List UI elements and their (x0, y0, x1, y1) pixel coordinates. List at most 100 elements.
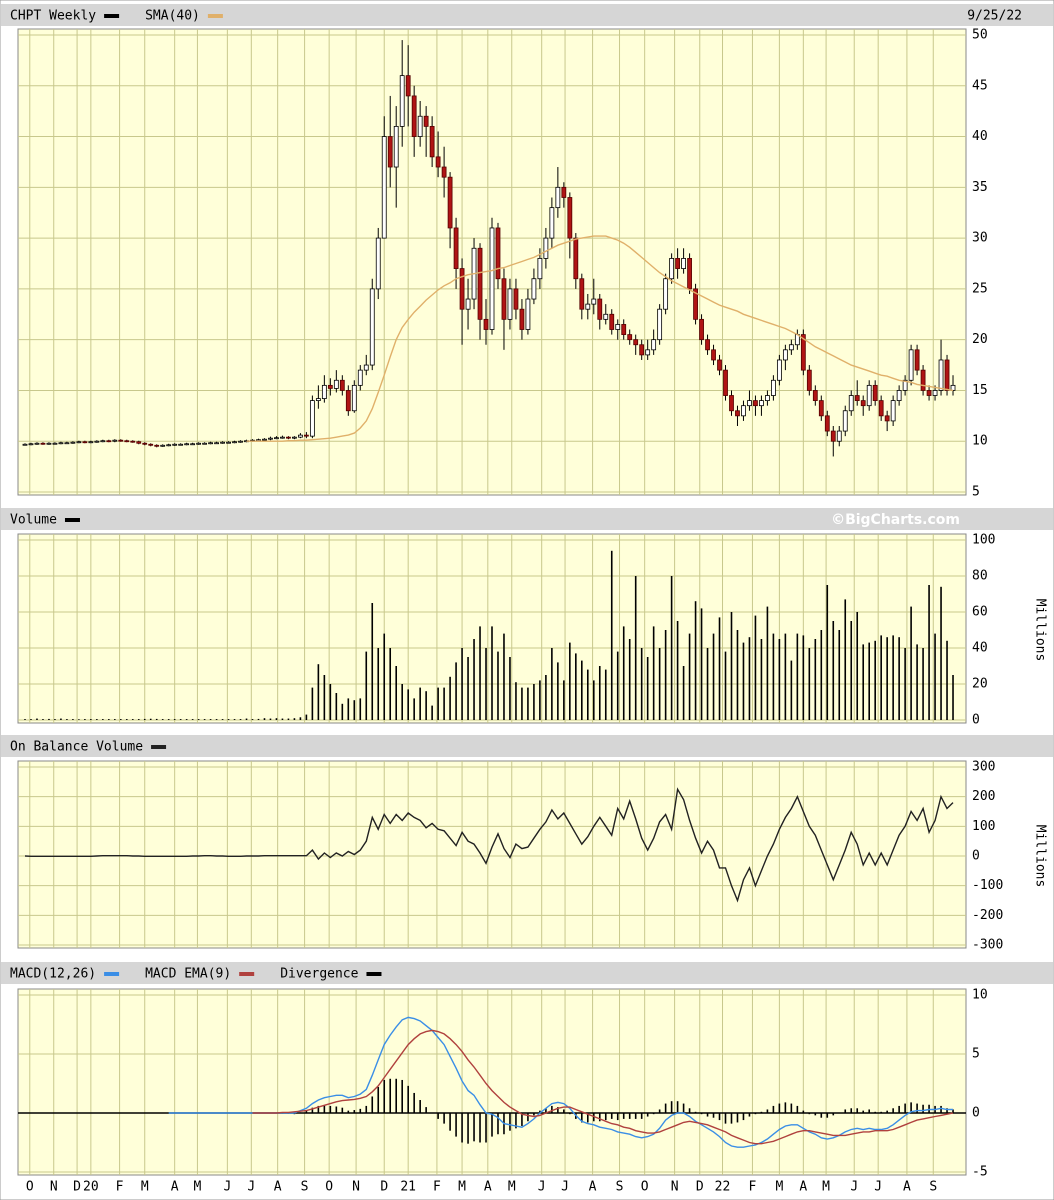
bar (748, 1113, 751, 1117)
candle-body (609, 313, 615, 330)
candle-body (178, 443, 184, 446)
bar (365, 651, 368, 720)
bar (539, 680, 541, 720)
candle-body (321, 384, 327, 399)
date-label: 9/25/22 (967, 9, 1022, 24)
candle-body (28, 443, 34, 446)
candle-body (369, 288, 375, 366)
x-tick-label: J (247, 1180, 255, 1195)
candle-body (124, 440, 130, 443)
candle-body (567, 197, 573, 239)
bar (323, 1105, 326, 1113)
candle-body (872, 384, 878, 402)
bar (946, 1108, 948, 1113)
candle-body (112, 439, 118, 442)
bar (395, 1078, 398, 1113)
bar (299, 717, 302, 720)
bar (299, 1112, 302, 1113)
bar (114, 719, 116, 720)
x-tick-label: O (325, 1180, 333, 1195)
x-tick-label: S (929, 1180, 937, 1195)
bar (371, 1096, 374, 1113)
bar (832, 1113, 835, 1116)
bar (940, 586, 942, 720)
bar (239, 719, 242, 720)
x-tick-label: O (641, 1180, 649, 1195)
bar (437, 1113, 439, 1119)
candle-body (549, 207, 555, 239)
bar (646, 1113, 649, 1117)
bar (389, 648, 392, 720)
bar (66, 719, 68, 720)
x-tick-label: 21 (400, 1180, 416, 1195)
y-tick-label: 0 (972, 849, 980, 864)
bar (131, 719, 134, 720)
candle-body (232, 441, 237, 444)
bar (30, 719, 32, 720)
bar (317, 664, 320, 720)
bar (353, 1110, 356, 1113)
bar (377, 1087, 380, 1113)
bar (946, 640, 948, 720)
candle-body (166, 444, 172, 447)
y-tick-label: 60 (972, 605, 988, 620)
candle-body (262, 438, 267, 441)
bar (676, 1101, 679, 1113)
bar (467, 1113, 469, 1144)
candle-body (836, 430, 842, 442)
bar (922, 1104, 924, 1113)
x-tick-label: A (589, 1180, 597, 1195)
candle-body (878, 400, 884, 417)
x-tick-label: A (799, 1180, 807, 1195)
candle-body (489, 227, 495, 330)
x-tick-label: J (223, 1180, 231, 1195)
bar (682, 1103, 685, 1113)
bar (622, 1113, 625, 1119)
candle-body (202, 442, 208, 445)
bar (928, 585, 930, 720)
bar (108, 719, 110, 720)
header-bar (1, 508, 1053, 530)
candle-body (950, 384, 956, 391)
candle-body (381, 136, 387, 239)
candle-body (854, 395, 860, 401)
bar (616, 651, 619, 720)
candle-body (693, 288, 698, 320)
bar (42, 719, 44, 720)
bar (820, 1113, 823, 1118)
bar (874, 1111, 876, 1113)
candle-body (812, 390, 818, 402)
candle-body (148, 443, 154, 446)
candle-body (848, 395, 854, 412)
bar (784, 633, 787, 720)
candle-body (136, 441, 142, 444)
candle-body (64, 442, 70, 445)
bar (425, 691, 427, 720)
bar (610, 1113, 613, 1119)
candle-body (160, 444, 166, 447)
bar (311, 1107, 314, 1113)
bar (557, 662, 559, 720)
candle-body (495, 227, 501, 280)
candle-body (172, 443, 178, 446)
y-tick-label: -300 (972, 938, 1003, 953)
bar (664, 1103, 667, 1113)
bar (898, 1105, 900, 1113)
candle-body (579, 278, 585, 310)
candle-body (130, 440, 136, 443)
candle-body (926, 390, 932, 396)
bar (718, 617, 721, 720)
candle-body (687, 258, 692, 290)
bar (868, 1109, 870, 1113)
candle-body (387, 136, 393, 168)
bar (694, 601, 697, 720)
candle-body (501, 278, 507, 320)
bar (772, 633, 775, 720)
bar (575, 653, 577, 720)
candle-body (441, 166, 447, 178)
bar (527, 687, 529, 720)
candle-body (357, 369, 363, 386)
bar (407, 689, 409, 720)
bar (437, 687, 439, 720)
bar (317, 1105, 320, 1113)
